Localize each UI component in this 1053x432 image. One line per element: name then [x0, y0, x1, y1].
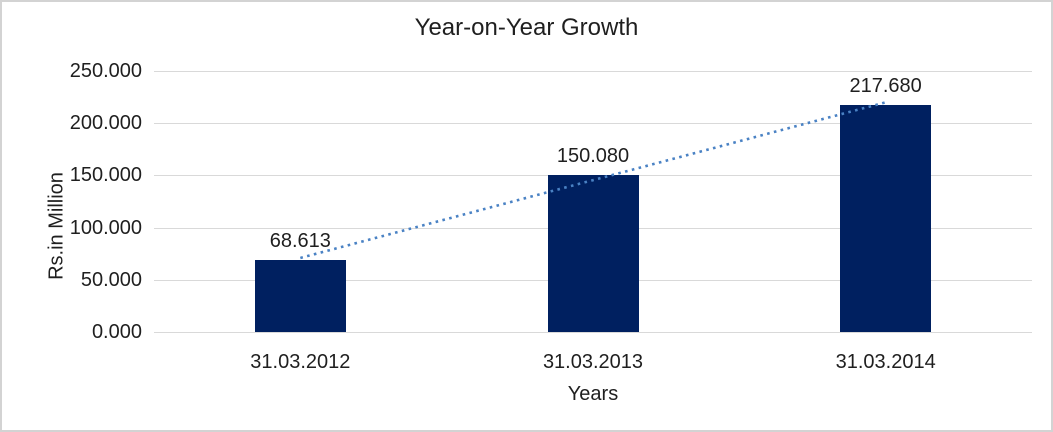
x-tick-label: 31.03.2014 — [835, 351, 936, 373]
bar — [547, 175, 639, 332]
x-tick-label: 31.03.2012 — [250, 351, 351, 373]
trendline — [299, 101, 887, 260]
y-tick-label: 100.000 — [69, 216, 142, 239]
bar-value-label: 150.080 — [556, 145, 630, 168]
y-tick-label: 150.000 — [69, 164, 142, 187]
gridline — [154, 71, 1032, 72]
bar — [254, 260, 346, 332]
plot-area — [154, 71, 1032, 333]
y-tick-label: 50.000 — [80, 268, 142, 291]
x-tick-label: 31.03.2013 — [542, 351, 644, 373]
bar-value-label: 217.680 — [849, 74, 922, 97]
bar-value-label: 68.613 — [269, 230, 331, 253]
y-tick-label: 200.000 — [69, 112, 142, 135]
gridline — [154, 123, 1032, 125]
bar — [840, 104, 932, 332]
y-tick-label: 0.000 — [91, 321, 142, 343]
y-tick-label: 250.000 — [69, 60, 142, 82]
chart-title: Year-on-Year Growth — [414, 14, 639, 41]
x-axis-title: Years — [567, 383, 619, 405]
